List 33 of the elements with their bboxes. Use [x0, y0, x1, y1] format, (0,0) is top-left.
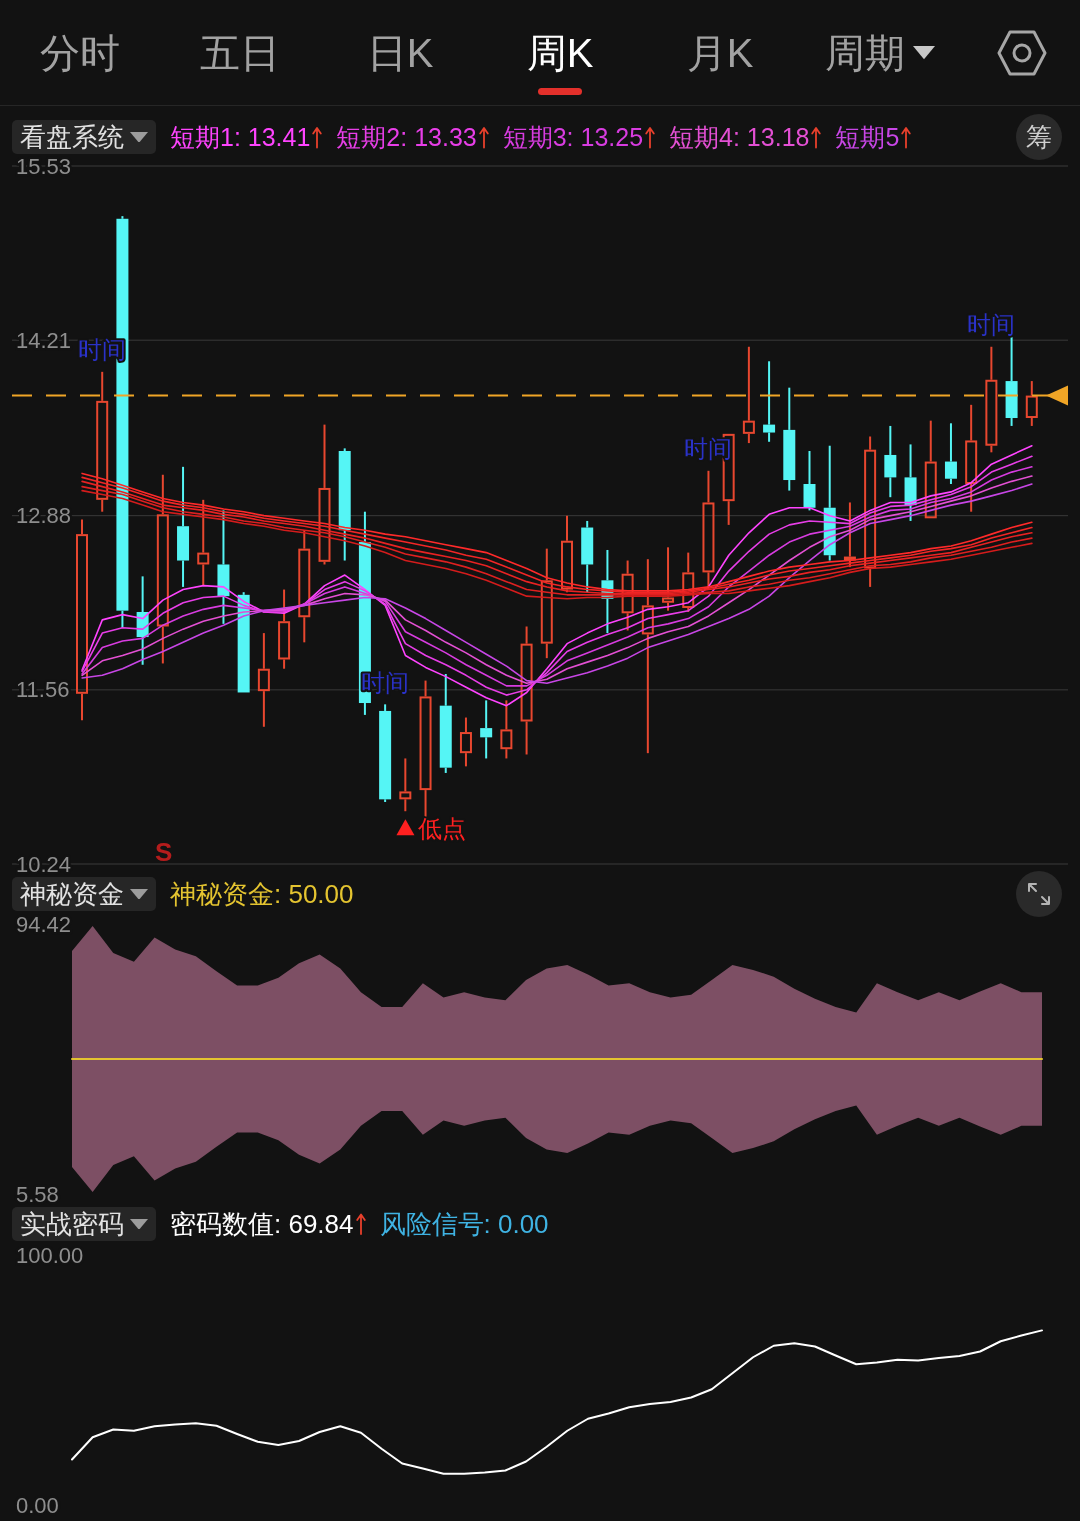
text: 时间 [967, 311, 1016, 339]
text: 月K [686, 31, 754, 75]
text: 周期 [825, 31, 905, 75]
text: 短期1: 13.41 [170, 122, 311, 151]
chart-title: 看盘系统 [20, 122, 124, 152]
y-tick-label: 14.21 [16, 327, 72, 353]
text: 短期3: 13.25 [502, 122, 644, 151]
dropdown-field: 实战密码 [12, 1207, 156, 1241]
dropdown-field: 神秘资金 [12, 877, 156, 911]
y-tick-label: 5.58 [16, 1181, 59, 1207]
text: 日K [366, 31, 434, 75]
round-button: 筹 [1016, 114, 1062, 160]
chart-title: 实战密码 [20, 1209, 124, 1239]
text: 风险信号: 0.00 [379, 1209, 549, 1239]
y-tick-label: 0.00 [16, 1492, 59, 1518]
text: 短期5 [835, 122, 900, 151]
text: 神秘资金: 50.00 [170, 879, 354, 909]
y-tick-label: 11.56 [16, 677, 70, 703]
dropdown-field: 看盘系统 [12, 120, 156, 154]
y-tick-label: 100.00 [16, 1242, 84, 1268]
text: 密码数值: 69.84 [170, 1209, 354, 1239]
y-tick-label: 15.53 [16, 153, 72, 179]
y-tick-label: 10.24 [16, 851, 72, 877]
y-tick-label: 12.88 [16, 503, 72, 529]
annotation: S [155, 837, 173, 867]
y-tick-label: 94.42 [16, 911, 72, 937]
text: 短期2: 13.33 [336, 122, 477, 151]
data-label: 低点 [418, 814, 467, 842]
text: 周K [526, 31, 594, 75]
chart-title: 神秘资金 [20, 879, 124, 909]
text: 分时 [40, 31, 120, 75]
text: 短期4: 13.18 [669, 122, 810, 151]
text: 五日 [200, 31, 280, 75]
